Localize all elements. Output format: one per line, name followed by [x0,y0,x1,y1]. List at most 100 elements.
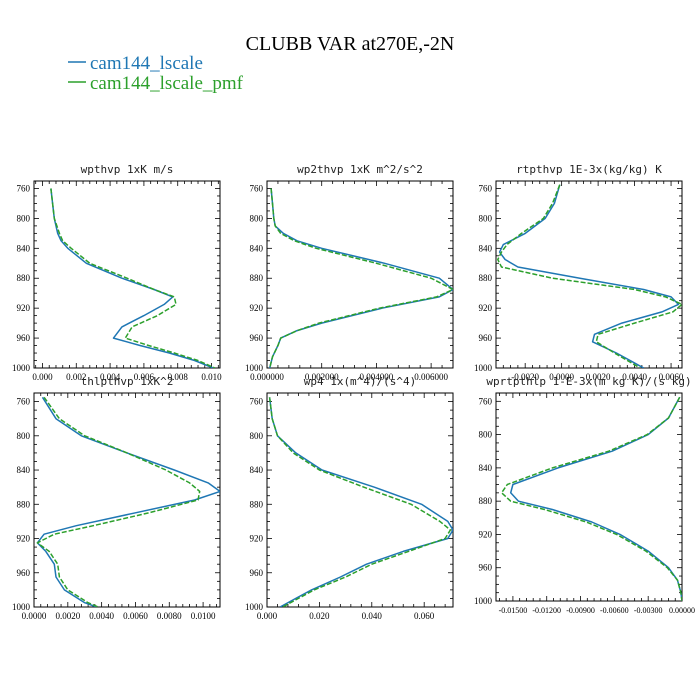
panel-5: wprtpthlp 1-E-3x(m kg K)/(s kg) 760 800 840… [474,375,695,615]
y-tick-label: 920 [479,303,493,313]
x-tick-label: 0.002 [66,372,86,382]
y-tick-label: 1000 [12,363,31,373]
y-tick-label: 1000 [474,596,493,606]
series-line-0 [498,184,680,368]
x-tick-label: 0.0040 [622,372,647,382]
y-tick-label: 800 [17,213,31,223]
y-tick-label: 760 [479,183,493,193]
y-tick-label: 960 [250,333,264,343]
y-tick-label: 760 [17,397,31,407]
x-tick-label: -0.00600 [600,606,629,615]
panel-2: rtpthvp 1E-3x(kg/kg) K 760 800 840 880 920 960… [474,163,684,382]
plot-frame [495,180,683,369]
series-group [36,396,220,607]
x-tick-label: 0.0100 [191,611,216,621]
x-tick-label: -0.00300 [634,606,663,615]
series-group [268,397,453,607]
panel-1: wp2thvp 1xK m^2/s^2 760 800 840 880 920 960 100… [245,163,454,382]
x-tick-label: 0.002000 [305,372,339,382]
panel-0: wpthvp 1xK m/s76080084088092096010000.00… [12,163,222,382]
x-tick-label: 0.0060 [659,372,684,382]
panel-title: thlpthvp 1xK^2 [81,375,174,388]
y-tick-label: 760 [17,183,31,193]
x-tick-label: 0.006 [134,372,155,382]
y-tick-label: 1000 [245,363,264,373]
y-tick-label: 760 [250,183,264,193]
y-tick-label: 880 [250,499,264,509]
figure-title: CLUBB VAR at270E,-2N [246,33,455,55]
y-tick-label: 960 [250,568,264,578]
y-tick-label: 880 [479,273,493,283]
x-tick-label: 0.0020 [586,372,611,382]
y-tick-label: 880 [17,273,31,283]
y-tick-label: 800 [479,430,493,440]
x-tick-label: 0.010 [201,372,222,382]
y-tick-label: 840 [17,243,31,253]
series-group [268,188,453,368]
x-tick-label: 0.004000 [360,372,394,382]
panels: wpthvp 1xK m/s76080084088092096010000.00… [12,163,695,621]
legend: cam144_lscale cam144_lscale_pmf [68,53,244,94]
panel-title: rtpthvp 1E-3x(kg/kg) K [516,163,662,176]
y-tick-label: 760 [479,396,493,406]
y-tick-label: 1000 [245,602,264,612]
series-group [500,396,682,601]
panel-3: thlpthvp 1xK^276080084088092096010000.00… [12,375,221,621]
plot-frame [33,180,221,369]
x-tick-label: -0.00900 [566,606,595,615]
x-tick-label: 0.0080 [157,611,182,621]
x-tick-label: 0.00000 [669,606,695,615]
y-tick-label: 800 [479,213,493,223]
series-line-1 [50,188,216,368]
y-tick-label: 1000 [474,363,493,373]
x-tick-label: 0.000000 [250,372,284,382]
panel-title: wp2thvp 1xK m^2/s^2 [297,163,423,176]
series-line-1 [36,396,201,607]
y-tick-label: 800 [250,431,264,441]
x-tick-label: 0.000 [257,611,278,621]
y-tick-label: 800 [17,431,31,441]
x-tick-label: -0.0020 [511,372,539,382]
series-line-1 [497,184,682,368]
x-tick-label: 0.020 [309,611,330,621]
legend-label-0: cam144_lscale [90,53,203,74]
x-tick-label: 0.008 [168,372,189,382]
x-tick-label: -0.01200 [532,606,561,615]
y-tick-label: 840 [479,243,493,253]
x-tick-label: -0.01500 [499,606,528,615]
x-tick-label: 0.040 [362,611,383,621]
y-tick-label: 960 [17,568,31,578]
plot-frame [266,392,454,608]
series-line-0 [268,397,453,607]
y-tick-label: 840 [479,463,493,473]
series-line-1 [500,396,682,601]
y-tick-label: 960 [479,563,493,573]
series-group [497,184,682,368]
y-tick-label: 920 [479,529,493,539]
x-tick-label: 0.0060 [123,611,148,621]
legend-label-1: cam144_lscale_pmf [90,73,244,94]
x-tick-label: 0.0000 [22,611,47,621]
x-tick-label: 0.000 [32,372,53,382]
y-tick-label: 760 [250,397,264,407]
x-tick-label: 0.0040 [89,611,114,621]
panel-title: wpthvp 1xK m/s [81,163,174,176]
y-tick-label: 880 [17,499,31,509]
plot-frame [266,180,454,369]
y-tick-label: 880 [479,496,493,506]
y-tick-label: 1000 [12,602,31,612]
y-tick-label: 840 [250,243,264,253]
series-line-1 [268,397,452,607]
plot-frame [495,392,683,602]
x-tick-label: 0.006000 [414,372,448,382]
y-tick-label: 920 [17,303,31,313]
y-tick-label: 800 [250,213,264,223]
y-tick-label: 920 [250,534,264,544]
series-line-0 [268,188,453,368]
series-group [50,188,216,368]
y-tick-label: 920 [17,534,31,544]
x-tick-label: 0.0000 [549,372,574,382]
panel-title: wprtpthlp 1-E-3x(m kg K)/(s kg) [486,375,691,388]
series-line-0 [50,188,214,368]
